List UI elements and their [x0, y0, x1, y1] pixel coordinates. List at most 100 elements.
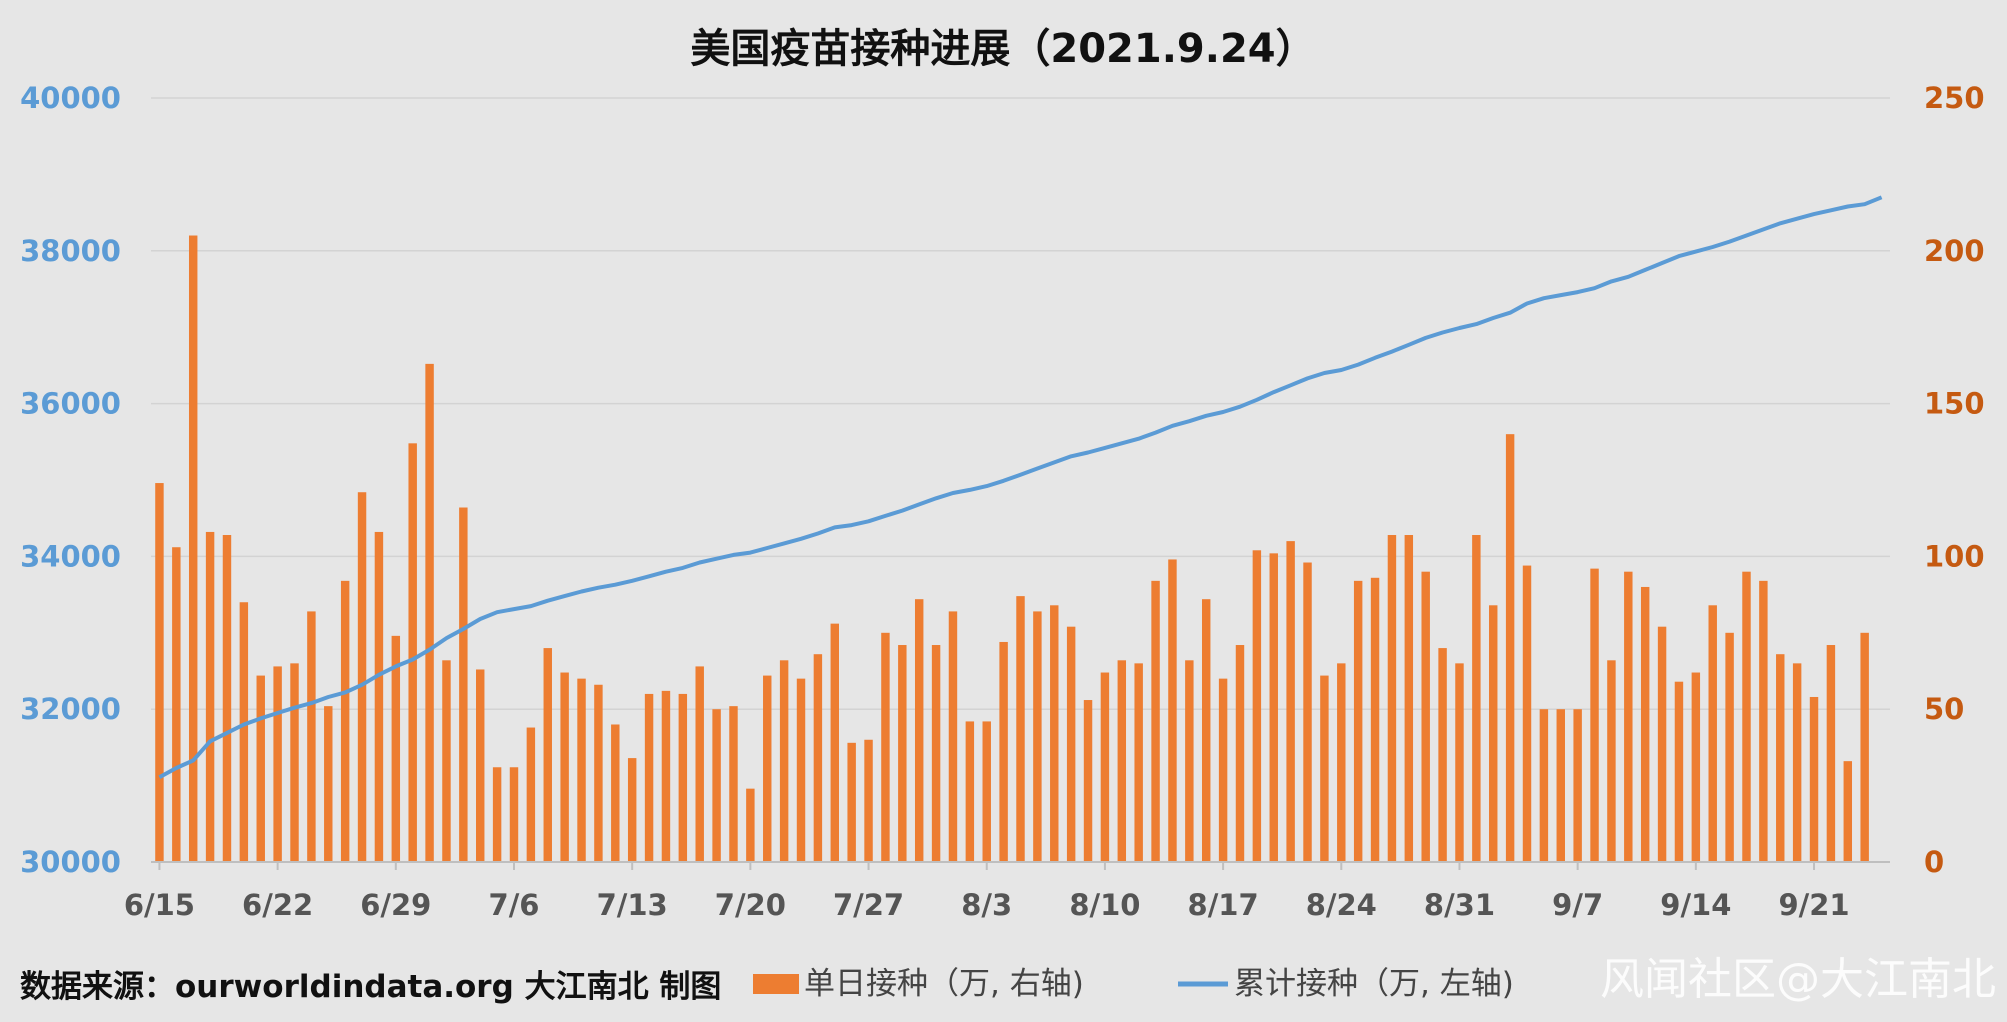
- bar: [1843, 761, 1853, 862]
- bar: [1168, 559, 1177, 862]
- x-tick-label: 6/29: [360, 888, 431, 922]
- x-tick-label: 7/27: [833, 888, 904, 922]
- legend: 单日接种（万, 右轴) 累计接种（万, 左轴): [753, 966, 1514, 1002]
- bar: [577, 678, 586, 862]
- bar: [931, 645, 941, 862]
- bar: [1455, 663, 1464, 862]
- bar: [1353, 580, 1363, 862]
- bar: [1033, 611, 1042, 862]
- bar: [864, 739, 873, 862]
- bar: [1489, 605, 1498, 862]
- bar: [1860, 632, 1869, 862]
- bar: [830, 623, 840, 862]
- left-tick-label: 30000: [20, 845, 121, 879]
- bar: [914, 599, 924, 862]
- bar: [1235, 645, 1245, 862]
- x-tick-label: 6/15: [124, 888, 195, 922]
- bar: [425, 363, 434, 862]
- x-axis-ticks: 6/15 6/22 6/29 7/6 7/13 7/20 7/27 8/3 8/10 8/17 8/…: [124, 862, 1850, 922]
- bar: [357, 492, 367, 862]
- bar: [1218, 678, 1228, 862]
- source-note: 数据来源：ourworldindata.org 大江南北 制图: [20, 969, 721, 1005]
- bar: [1691, 672, 1701, 862]
- bar: [1607, 660, 1616, 862]
- bar: [1016, 596, 1025, 862]
- bar: [1708, 605, 1717, 862]
- x-tick-label: 7/20: [715, 888, 786, 922]
- bar: [965, 721, 975, 862]
- bar: [948, 611, 958, 862]
- bar: [999, 641, 1008, 862]
- bar: [155, 483, 164, 862]
- bar: [256, 675, 265, 862]
- bar: [1117, 660, 1127, 862]
- cumulative-line: [158, 195, 1883, 779]
- bar: [898, 645, 907, 862]
- bar: [1674, 681, 1684, 862]
- legend-line-label: 累计接种（万, 左轴): [1234, 966, 1514, 1002]
- bar: [273, 666, 282, 862]
- bar: [1809, 696, 1819, 862]
- right-tick-label: 200: [1924, 234, 1985, 268]
- chart-title: 美国疫苗接种进展（2021.9.24）: [690, 26, 1315, 72]
- bar: [1624, 571, 1633, 862]
- bar: [1370, 577, 1380, 862]
- x-tick-label: 7/13: [597, 888, 668, 922]
- right-tick-label: 250: [1924, 81, 1985, 115]
- bar-series: [155, 235, 1869, 862]
- bar: [627, 758, 637, 862]
- bar: [1269, 553, 1278, 862]
- bar: [1472, 535, 1481, 862]
- right-tick-label: 150: [1924, 387, 1985, 421]
- bar: [172, 547, 181, 862]
- bar: [1421, 571, 1430, 862]
- left-tick-label: 38000: [20, 234, 121, 268]
- bar: [982, 721, 991, 862]
- bar: [1320, 675, 1329, 862]
- bar: [779, 660, 789, 862]
- legend-bar-swatch: [753, 974, 799, 994]
- left-tick-label: 34000: [20, 539, 121, 573]
- x-tick-label: 7/6: [489, 888, 540, 922]
- bar: [1303, 562, 1312, 862]
- bar: [408, 443, 417, 862]
- bar: [1404, 535, 1414, 862]
- bar: [1776, 654, 1785, 862]
- bar: [729, 706, 738, 862]
- bar: [746, 788, 755, 862]
- bar: [763, 675, 772, 862]
- bar: [222, 535, 232, 862]
- bar: [290, 663, 299, 862]
- bar: [205, 531, 215, 862]
- right-axis-ticks: 0 50 100 150 200 250: [1924, 81, 1985, 879]
- bar: [1826, 645, 1836, 862]
- bar: [1050, 605, 1059, 862]
- bar: [374, 531, 384, 862]
- left-tick-label: 32000: [20, 692, 121, 726]
- bar: [813, 654, 823, 862]
- bar: [1286, 541, 1295, 862]
- bar: [611, 724, 620, 862]
- bar: [1640, 586, 1650, 862]
- x-tick-label: 6/22: [242, 888, 313, 922]
- bar: [1083, 700, 1093, 862]
- bar: [1742, 571, 1751, 862]
- left-tick-label: 36000: [20, 387, 121, 421]
- bar: [1539, 709, 1549, 862]
- bar: [391, 635, 401, 862]
- bar: [712, 709, 721, 862]
- bar: [1792, 663, 1802, 862]
- x-tick-label: 8/10: [1069, 888, 1140, 922]
- bar: [459, 507, 468, 862]
- bar: [661, 690, 671, 862]
- left-axis-ticks: 30000 32000 34000 36000 38000 40000: [20, 81, 121, 879]
- bar: [644, 693, 654, 862]
- bar: [239, 602, 249, 862]
- bar: [492, 767, 502, 862]
- x-tick-label: 8/17: [1188, 888, 1259, 922]
- bar: [695, 666, 704, 862]
- bar: [1505, 434, 1515, 862]
- bar: [560, 672, 569, 862]
- x-tick-label: 8/3: [961, 888, 1012, 922]
